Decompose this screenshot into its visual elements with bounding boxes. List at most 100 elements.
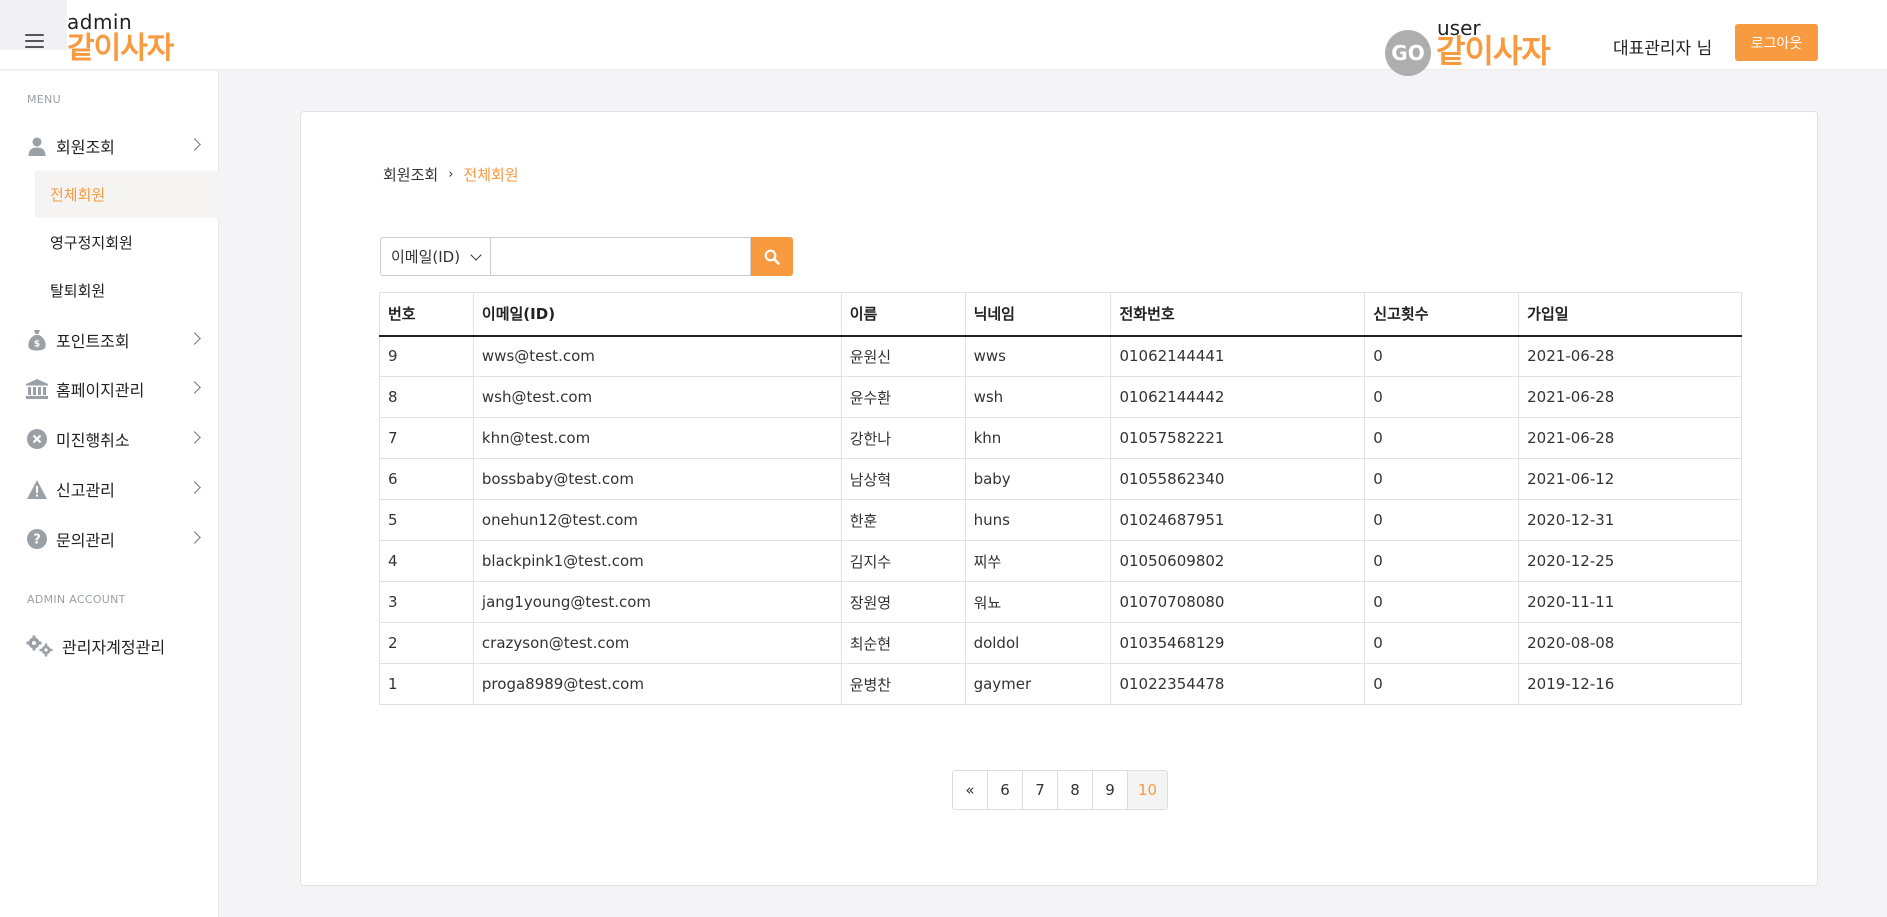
pagination-page-7[interactable]: 7 [1023,771,1058,809]
cell-name: 한훈 [840,499,966,541]
sidebar-subitem-banned-members[interactable]: 영구정지회원 [50,234,133,252]
pagination-prev-button[interactable]: « [953,771,988,809]
chevron-right-icon [188,531,201,544]
content-card: 회원조회 › 전체회원 이메일(ID) 번호 이메일(ID) 이름 닉네임 전화번호 신고… [300,111,1818,886]
admin-logo[interactable]: admin 같이사자 [67,10,174,66]
cell-join-date: 2020-12-25 [1518,540,1742,582]
cell-join-date: 2021-06-12 [1518,458,1742,500]
admin-account-section-label: ADMIN ACCOUNT [27,593,126,606]
cell-nickname: doldol [964,622,1112,664]
cell-report-count: 0 [1364,376,1520,418]
sidebar: MENU 회원조회 전체회원 영구정지회원 탈퇴회원 $ 포인트조회 홈페이지관… [0,71,219,917]
breadcrumb-parent[interactable]: 회원조회 [383,166,439,184]
admin-logo-small-text: admin [67,10,133,34]
cell-report-count: 0 [1364,458,1520,500]
cell-phone: 01062144442 [1110,376,1366,418]
search-input[interactable] [491,237,751,276]
cell-join-date: 2021-06-28 [1518,376,1742,418]
cell-join-date: 2020-11-11 [1518,581,1742,623]
sidebar-item-label: 문의관리 [56,531,115,550]
table-header-row: 번호 이메일(ID) 이름 닉네임 전화번호 신고횟수 가입일 [379,292,1742,337]
table-row[interactable]: 8 wsh@test.com 윤수환 wsh 01062144442 0 2021-06-2… [379,376,1742,418]
pagination-page-6[interactable]: 6 [988,771,1023,809]
cell-name: 윤원신 [840,335,966,377]
sidebar-item-homepage[interactable]: 홈페이지관리 [0,367,219,411]
cell-join-date: 2021-06-28 [1518,335,1742,377]
table-row[interactable]: 1 proga8989@test.com 윤병찬 gaymer 01022354478 0… [379,663,1742,705]
cell-number: 7 [379,417,474,459]
cell-nickname: baby [964,458,1112,500]
sidebar-item-inquiries[interactable]: ? 문의관리 [0,517,219,561]
cell-join-date: 2020-08-08 [1518,622,1742,664]
sidebar-subitem-withdrawn-members[interactable]: 탈퇴회원 [50,282,106,300]
hamburger-menu-icon[interactable] [25,34,44,50]
cell-name: 윤수환 [840,376,966,418]
chevron-right-icon [188,381,201,394]
pagination: «6 7 8 9 10 [952,770,1169,810]
table-row[interactable]: 4 blackpink1@test.com 김지수 찌쑤 01050609802 0 202… [379,540,1742,582]
cell-nickname: wsh [964,376,1112,418]
column-header: 번호 [379,292,474,337]
cell-report-count: 0 [1364,540,1520,582]
cell-number: 3 [379,581,474,623]
cell-phone: 01057582221 [1110,417,1366,459]
user-site-logo[interactable]: GO user 같이사자 [1385,16,1565,76]
admin-name: 대표관리자 님 [1613,39,1713,59]
cell-report-count: 0 [1364,499,1520,541]
chevron-right-icon [188,431,201,444]
cancel-circle-icon [26,428,48,450]
bank-icon [26,378,48,400]
chevron-right-icon [188,332,201,345]
search-icon [764,249,780,265]
sidebar-item-admin-accounts[interactable]: 관리자계정관리 [0,624,219,668]
table-row[interactable]: 6 bossbaby@test.com 남상혁 baby 01055862340 0 202… [379,458,1742,500]
column-header: 가입일 [1518,292,1742,337]
cell-number: 2 [379,622,474,664]
cell-name: 윤병찬 [840,663,966,705]
table-row[interactable]: 5 onehun12@test.com 한훈 huns 01024687951 0 2020… [379,499,1742,541]
sidebar-subitem-all-members[interactable]: 전체회원 [35,171,219,218]
sidebar-item-members[interactable]: 회원조회 [0,124,219,168]
cell-name: 강한나 [840,417,966,459]
search-field-select[interactable]: 이메일(ID) [380,237,491,276]
sidebar-item-label: 회원조회 [56,138,115,157]
cell-phone: 01050609802 [1110,540,1366,582]
user-icon [26,135,48,157]
sidebar-item-reports[interactable]: 신고관리 [0,467,219,511]
cell-report-count: 0 [1364,663,1520,705]
sidebar-item-points[interactable]: $ 포인트조회 [0,318,219,362]
chevron-down-icon [470,249,482,261]
search-button[interactable] [751,237,793,276]
sidebar-item-label: 신고관리 [56,481,115,500]
cell-report-count: 0 [1364,581,1520,623]
money-bag-icon: $ [26,329,48,351]
sidebar-item-label: 미진행취소 [56,431,130,450]
pagination-page-9[interactable]: 9 [1093,771,1128,809]
go-circle-icon: GO [1385,30,1431,76]
breadcrumb-current: 전체회원 [463,166,519,184]
svg-text:?: ? [33,533,41,548]
cell-email: khn@test.com [472,417,842,459]
search-bar: 이메일(ID) [380,237,793,276]
svg-text:$: $ [34,340,40,350]
table-row[interactable]: 7 khn@test.com 강한나 khn 01057582221 0 2021-06-2… [379,417,1742,459]
logout-button[interactable]: 로그아웃 [1735,24,1818,61]
cell-number: 5 [379,499,474,541]
chevron-right-icon [188,481,201,494]
table-row[interactable]: 9 wws@test.com 윤원신 wws 01062144441 0 2021-06-2… [379,335,1742,377]
cell-join-date: 2021-06-28 [1518,417,1742,459]
table-body: 9 wws@test.com 윤원신 wws 01062144441 0 2021-06-2… [379,335,1742,705]
table-row[interactable]: 2 crazyson@test.com 최순현 doldol 01035468129 0 2… [379,622,1742,664]
pagination-page-8[interactable]: 8 [1058,771,1093,809]
pagination-page-10[interactable]: 10 [1128,771,1168,809]
cell-number: 6 [379,458,474,500]
column-header: 이메일(ID) [472,292,842,337]
cell-phone: 01070708080 [1110,581,1366,623]
sidebar-item-label: 홈페이지관리 [56,381,145,400]
cell-nickname: wws [964,335,1112,377]
members-table: 번호 이메일(ID) 이름 닉네임 전화번호 신고횟수 가입일 9 wws@test.com 윤… [379,292,1742,705]
user-logo-small-text: user [1437,16,1481,40]
gears-icon [26,635,54,657]
sidebar-item-cancel[interactable]: 미진행취소 [0,417,219,461]
table-row[interactable]: 3 jang1young@test.com 장원영 워뇨 01070708080 0 202… [379,581,1742,623]
